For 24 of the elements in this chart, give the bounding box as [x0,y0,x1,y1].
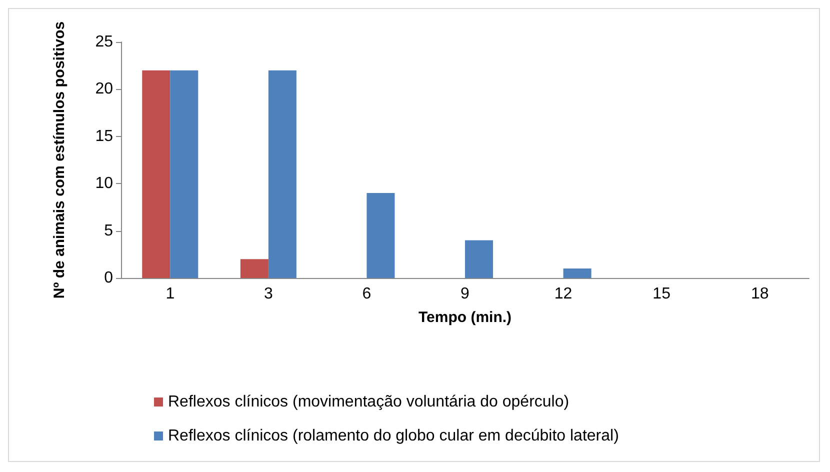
bar [465,240,494,278]
y-tick-label: 20 [95,80,114,98]
x-tick-label: 18 [750,286,769,302]
x-tick-label: 1 [166,286,175,302]
y-tick-label: 15 [95,128,114,145]
y-axis-title: Nº de animais com estímulos positivos [51,21,68,299]
y-tick-label: 0 [104,270,114,286]
y-tick-label: 10 [95,175,114,192]
bar [268,70,296,278]
x-tick-label: 12 [554,286,572,302]
y-tick-label: 25 [95,34,114,50]
x-tick-label: 15 [652,286,671,302]
y-tick-label: 5 [104,222,114,240]
x-tick-label: 3 [264,286,273,302]
legend-label: Reflexos clínicos (rolamento do globo cular em decúbito lateral) [168,428,619,444]
x-axis-title: Tempo (min.) [418,309,512,326]
x-tick-label: 6 [362,286,372,302]
bar [170,70,198,278]
bar [366,193,395,278]
bar [240,259,268,278]
x-tick-label: 9 [460,286,470,302]
bar [142,70,170,278]
bar [563,268,592,278]
legend-label: Reflexos clínicos (movimentação voluntária do opérculo) [168,394,570,410]
